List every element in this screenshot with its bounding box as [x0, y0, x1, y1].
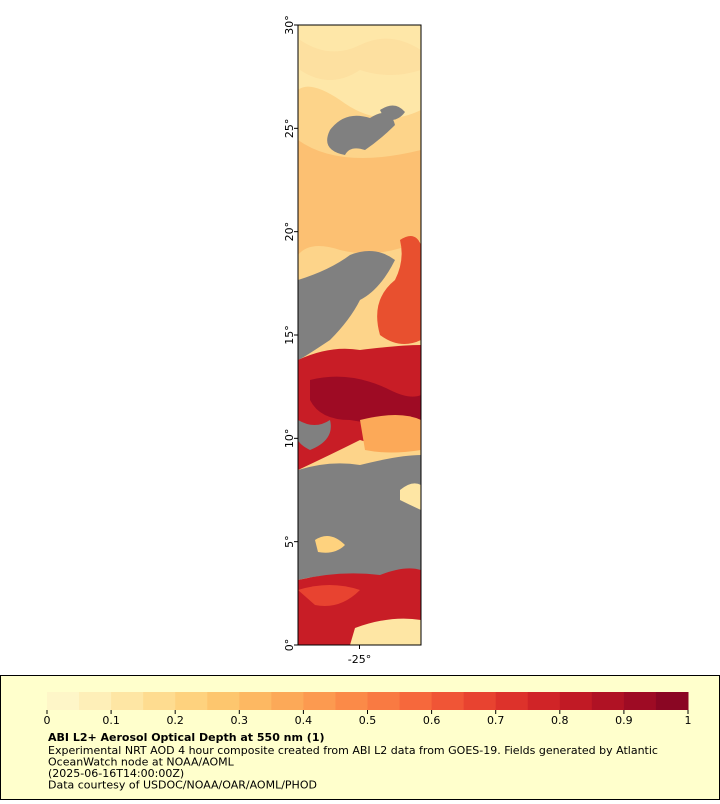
colorbar-step — [175, 692, 208, 710]
colorbar-step — [399, 692, 433, 710]
colorbar-tick-label: 0.8 — [551, 714, 569, 727]
colorbar-step — [527, 692, 561, 710]
y-tick-label: 30° — [283, 15, 296, 35]
colorbar-step — [495, 692, 529, 710]
colorbar-step — [111, 692, 144, 710]
colorbar-tick-label: 1 — [685, 714, 692, 727]
legend-line: (2025-06-16T14:00:00Z) — [48, 767, 184, 780]
colorbar-step — [367, 692, 401, 710]
colorbar-step — [623, 692, 657, 710]
y-tick-label: 0° — [283, 639, 296, 652]
y-tick-label: 20° — [283, 222, 296, 242]
colorbar-tick-label: 0.6 — [423, 714, 441, 727]
colorbar-tick-label: 0.2 — [166, 714, 184, 727]
colorbar-tick-label: 0.7 — [487, 714, 505, 727]
colorbar-step — [463, 692, 497, 710]
colorbar-step — [143, 692, 176, 710]
legend-line: OceanWatch node at NOAA/AOML — [48, 756, 235, 769]
colorbar-step — [47, 692, 80, 710]
y-tick-label: 25° — [283, 119, 296, 139]
colorbar-step — [239, 692, 272, 710]
colorbar-tick-label: 0.1 — [102, 714, 120, 727]
colorbar-step — [303, 692, 336, 710]
y-tick-label: 5° — [283, 535, 296, 548]
colorbar-step — [79, 692, 112, 710]
colorbar-tick-label: 0.5 — [359, 714, 377, 727]
legend-line: Experimental NRT AOD 4 hour composite cr… — [48, 744, 658, 757]
colorbar-step — [271, 692, 304, 710]
legend-line: Data courtesy of USDOC/NOAA/OAR/AOML/PHO… — [48, 779, 317, 792]
y-tick-label: 15° — [283, 325, 296, 345]
colorbar-step — [655, 692, 689, 710]
colorbar-step — [591, 692, 625, 710]
map-image — [298, 25, 421, 645]
colorbar-step — [335, 692, 368, 710]
legend-title: ABI L2+ Aerosol Optical Depth at 550 nm … — [48, 731, 325, 744]
colorbar-tick-label: 0.3 — [231, 714, 249, 727]
colorbar-step — [559, 692, 593, 710]
y-tick-label: 10° — [283, 429, 296, 449]
x-tick-label: -25° — [348, 653, 371, 666]
colorbar-step — [207, 692, 240, 710]
colorbar-tick-label: 0 — [44, 714, 51, 727]
colorbar-step — [431, 692, 465, 710]
colorbar-tick-label: 0.4 — [295, 714, 313, 727]
colorbar-tick-label: 0.9 — [615, 714, 633, 727]
